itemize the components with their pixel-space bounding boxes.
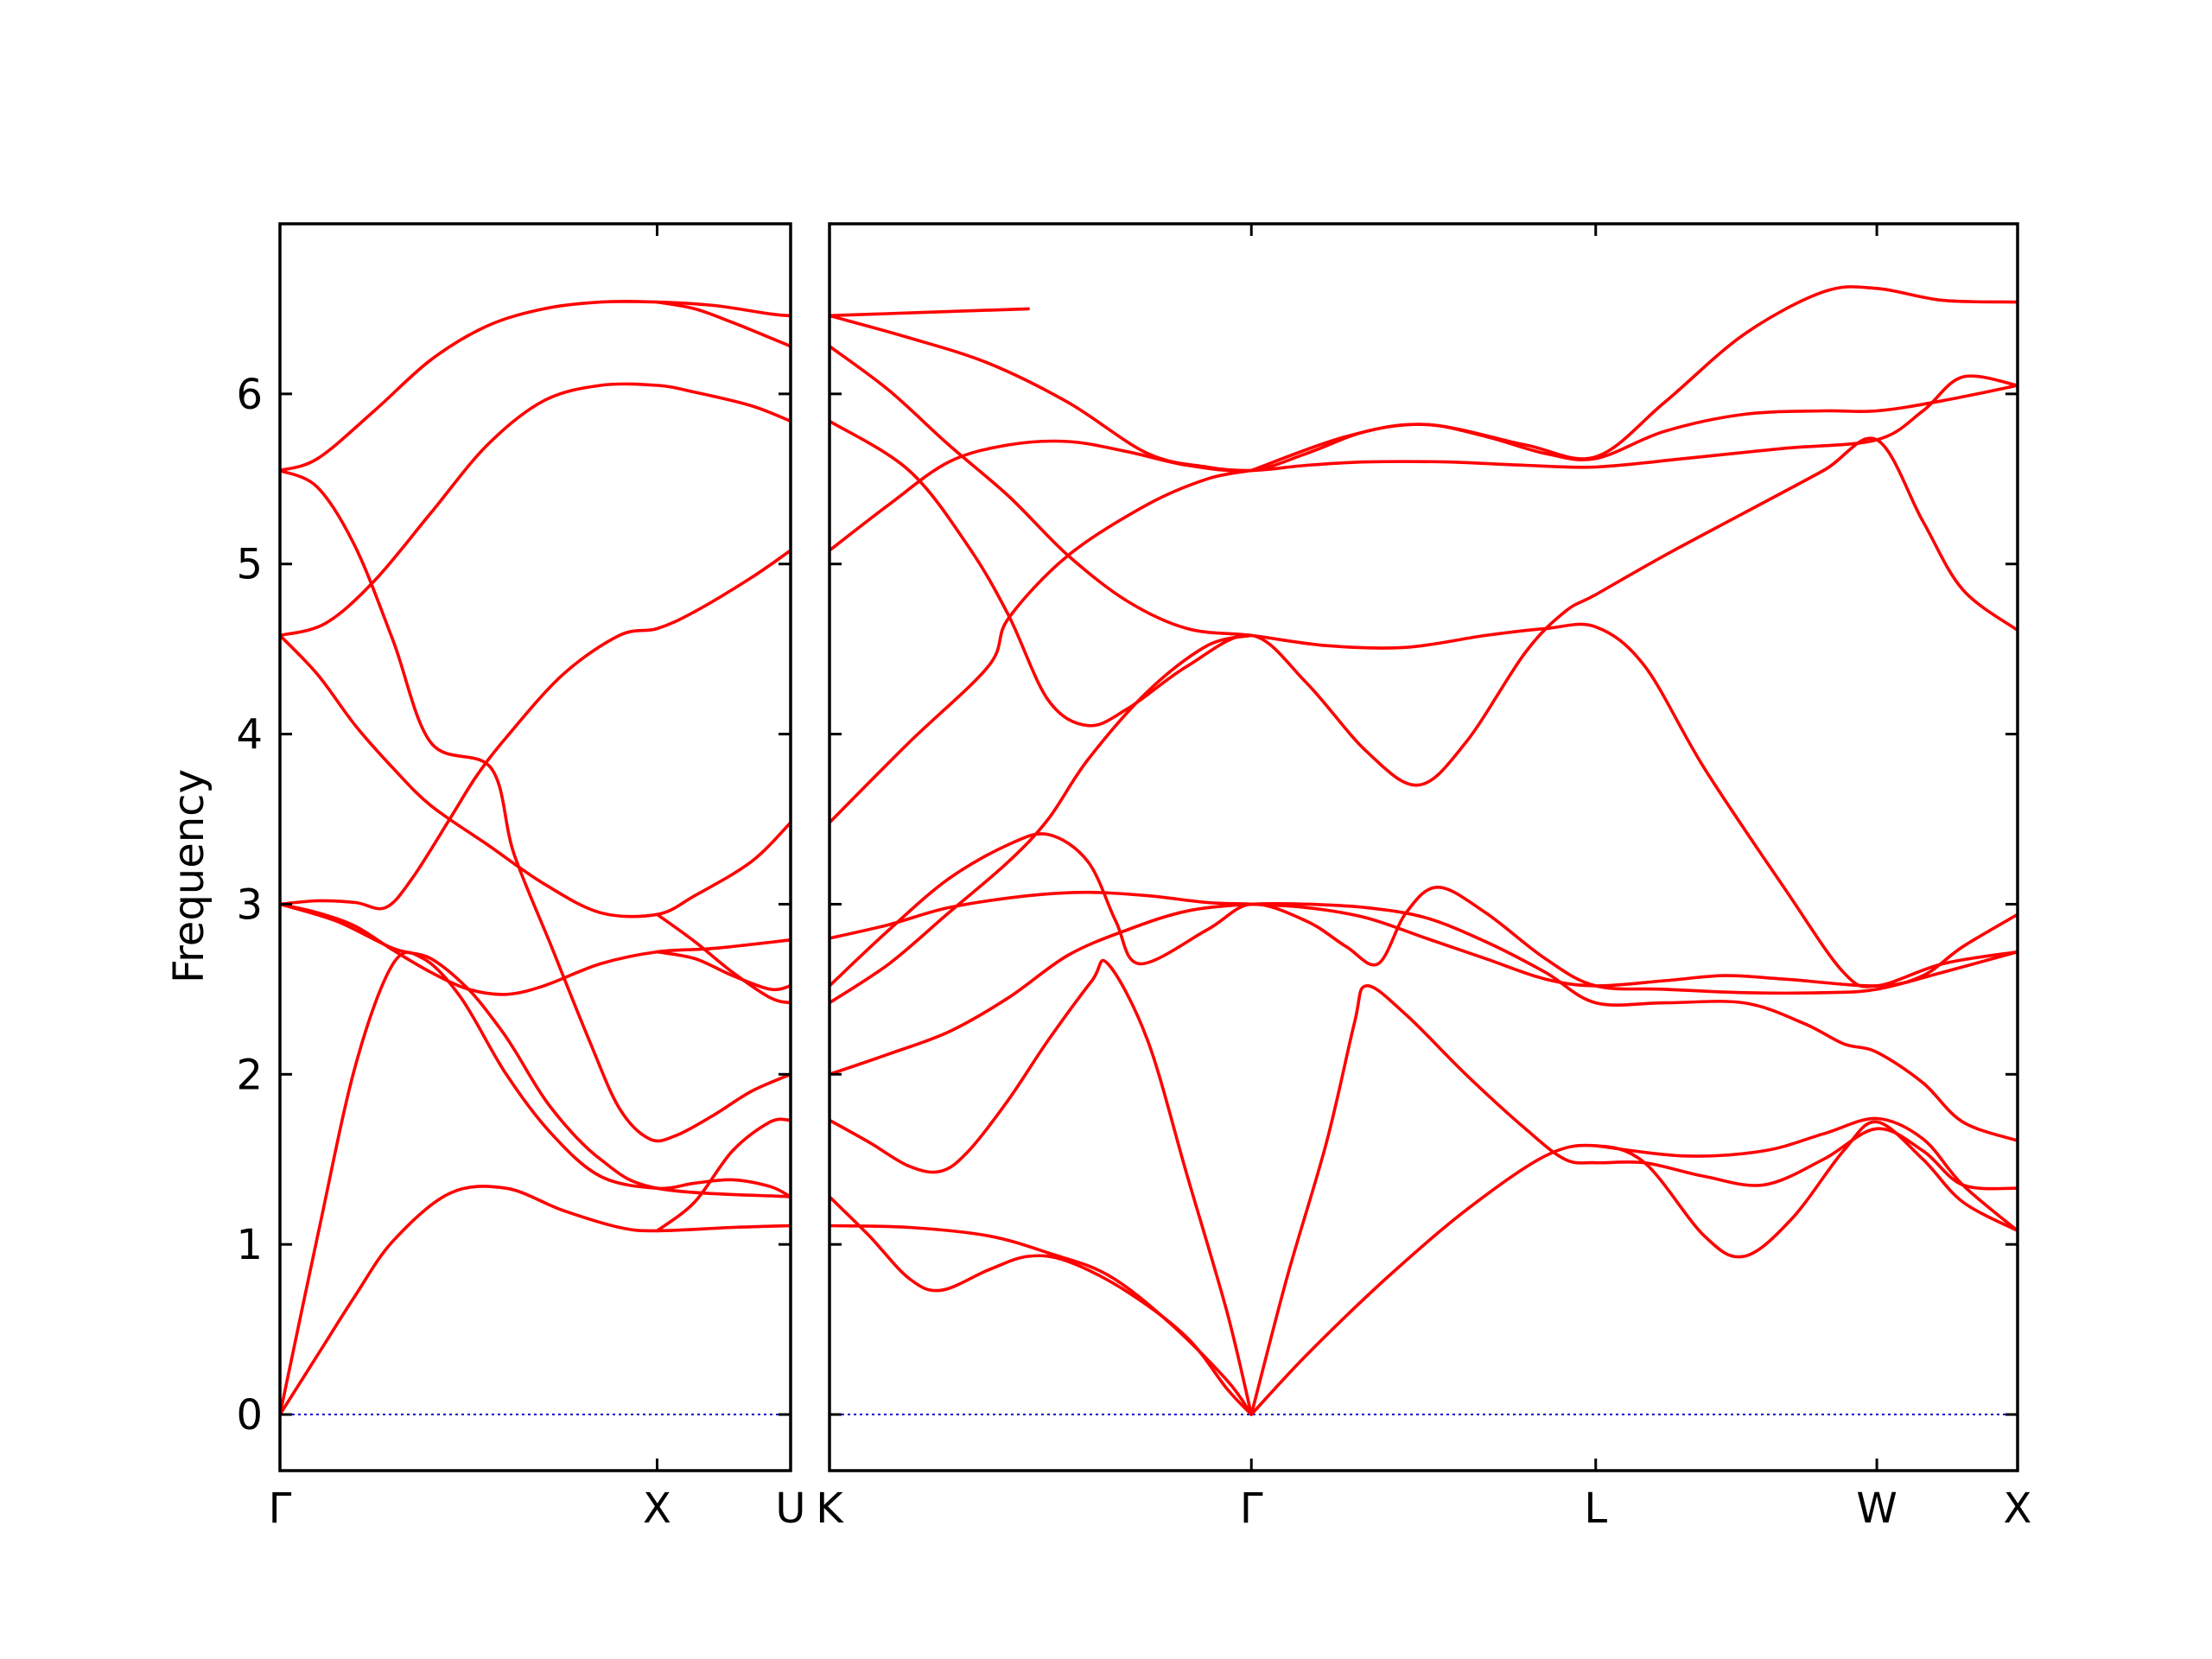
- x-tick-label: L: [1584, 1484, 1607, 1533]
- phonon-band-7: [280, 950, 791, 1416]
- phonon-band-4: [280, 633, 791, 918]
- phonon-band-10: [655, 1117, 791, 1233]
- phonon-band-2: [830, 344, 2018, 988]
- y-tick-label: 2: [236, 1051, 263, 1099]
- phonon-band-17: [1594, 1116, 2018, 1233]
- phonon-band-1: [280, 299, 791, 473]
- phonon-band-4: [830, 384, 2018, 552]
- x-tick-label: K: [816, 1484, 844, 1533]
- band-group: [280, 299, 791, 1416]
- phonon-band-15: [830, 1224, 1253, 1416]
- phonon-band-3: [280, 382, 791, 638]
- x-tick-label: Γ: [1240, 1484, 1263, 1533]
- plot-frame: [828, 222, 2019, 1472]
- phonon-band-16: [1249, 1120, 2018, 1416]
- phonon-band-10: [830, 890, 2018, 988]
- y-tick-label: 4: [236, 711, 263, 760]
- phonon-band-12: [655, 912, 791, 1005]
- x-tick-label: W: [1856, 1484, 1897, 1533]
- phonon-band-9: [280, 1185, 791, 1416]
- phonon-band-13: [655, 300, 791, 348]
- phonon-band-11: [830, 901, 2018, 1142]
- phonon-band-6: [280, 902, 791, 996]
- panels: 0 1 2 3 4 5 6 Γ X U K Γ L W X: [236, 222, 2032, 1533]
- panel-1: 0 1 2 3 4 5 6 Γ X U: [236, 222, 806, 1533]
- y-tick-label: 0: [236, 1391, 263, 1440]
- band-group: [830, 285, 2018, 1416]
- phonon-band-13: [1249, 984, 2018, 1416]
- x-tick-label: U: [775, 1484, 805, 1533]
- phonon-band-6: [1249, 285, 2018, 473]
- phonon-band-2: [280, 468, 791, 1143]
- plot-frame: [278, 222, 792, 1472]
- y-tick-label: 6: [236, 371, 263, 419]
- phonon-band-12: [830, 958, 1253, 1416]
- y-tick-label: 5: [236, 541, 263, 589]
- y-axis-label: Frequency: [165, 769, 213, 983]
- phonon-band-1: [830, 314, 2018, 473]
- y-tick-label: 3: [236, 880, 263, 929]
- phonon-band-5: [280, 549, 791, 911]
- phonon-band-7: [830, 307, 1030, 318]
- y-tick-label: 1: [236, 1221, 263, 1269]
- phonon-band-5: [830, 468, 1253, 824]
- phonon-band-14: [830, 1195, 1253, 1416]
- x-tick-label: Γ: [269, 1484, 292, 1533]
- phonon-band-9: [830, 633, 1253, 1005]
- x-tick-label: X: [2004, 1484, 2032, 1533]
- phonon-band-11: [655, 950, 791, 992]
- x-tick-label: X: [643, 1484, 671, 1533]
- phonon-band-8: [280, 902, 791, 1198]
- phonon-band-8: [830, 832, 2018, 995]
- phonon-band-3: [830, 419, 2018, 787]
